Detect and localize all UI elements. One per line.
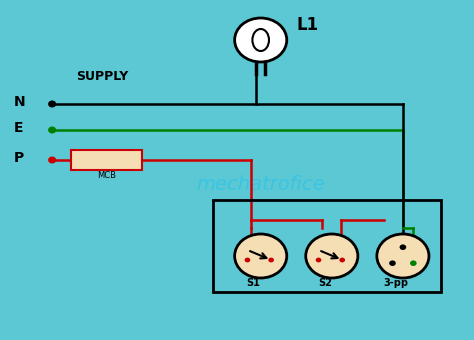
- Circle shape: [49, 127, 55, 133]
- Text: N: N: [14, 95, 26, 109]
- Circle shape: [410, 260, 417, 266]
- Text: SUPPLY: SUPPLY: [76, 70, 128, 83]
- Circle shape: [49, 157, 55, 163]
- Text: mechatrofice: mechatrofice: [196, 174, 325, 193]
- Bar: [213, 200, 441, 292]
- Circle shape: [306, 234, 358, 278]
- Text: MCB: MCB: [97, 171, 116, 180]
- Bar: [71, 150, 142, 170]
- Circle shape: [235, 234, 287, 278]
- Text: E: E: [14, 121, 24, 135]
- Text: L1: L1: [296, 16, 319, 34]
- Circle shape: [245, 258, 250, 262]
- Circle shape: [377, 234, 429, 278]
- Circle shape: [400, 244, 406, 250]
- Text: S2: S2: [318, 278, 332, 288]
- Circle shape: [235, 18, 287, 62]
- Text: S1: S1: [246, 278, 261, 288]
- Circle shape: [49, 101, 55, 107]
- Circle shape: [268, 258, 274, 262]
- Circle shape: [389, 260, 396, 266]
- Text: 3-pp: 3-pp: [383, 278, 408, 288]
- Text: P: P: [14, 151, 25, 165]
- Circle shape: [339, 258, 345, 262]
- Circle shape: [316, 258, 321, 262]
